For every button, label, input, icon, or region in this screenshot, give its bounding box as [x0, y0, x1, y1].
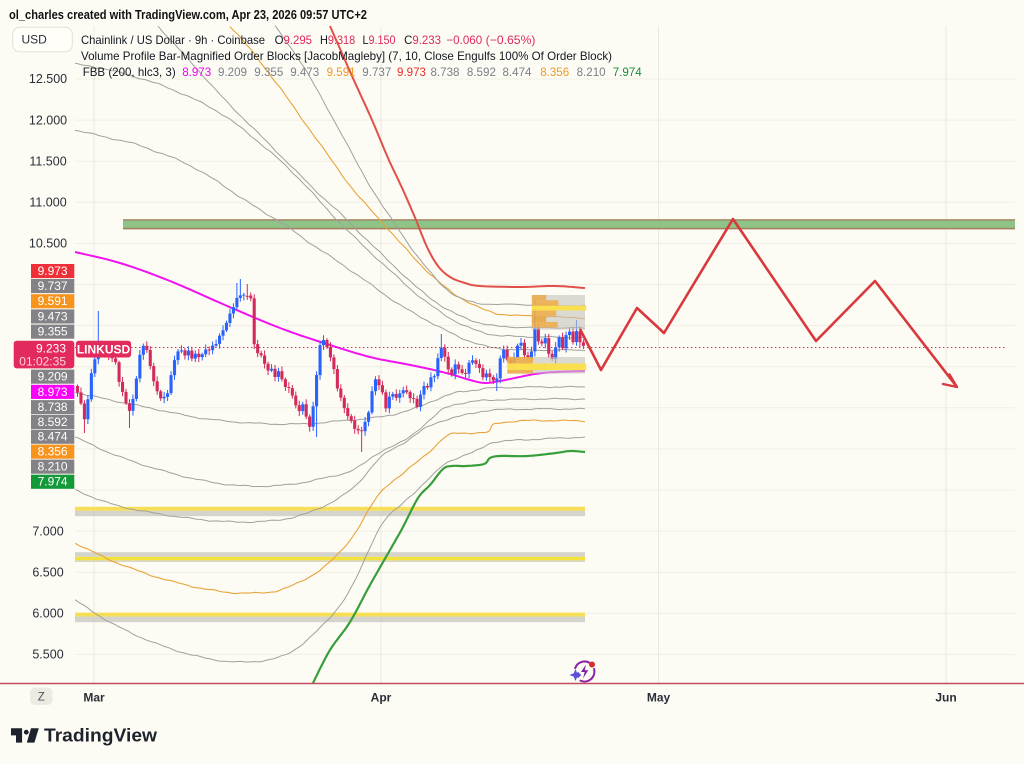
svg-text:H9.318: H9.318 — [320, 33, 355, 47]
svg-text:12.000: 12.000 — [29, 113, 67, 127]
svg-text:12.500: 12.500 — [29, 72, 67, 86]
svg-text:9.591: 9.591 — [38, 294, 68, 308]
svg-text:6.500: 6.500 — [32, 565, 63, 579]
svg-text:11.500: 11.500 — [29, 154, 66, 168]
svg-text:ol_charles created with Tradin: ol_charles created with TradingView.com,… — [9, 8, 367, 22]
svg-text:May: May — [647, 691, 671, 705]
svg-text:Apr: Apr — [371, 691, 392, 705]
svg-text:8.356: 8.356 — [38, 445, 68, 459]
svg-text:01:02:35: 01:02:35 — [19, 355, 66, 369]
svg-text:9.355: 9.355 — [38, 325, 68, 339]
svg-text:6.000: 6.000 — [32, 607, 63, 621]
svg-text:9.209: 9.209 — [38, 370, 68, 384]
svg-text:O9.295: O9.295 — [275, 33, 313, 47]
svg-text:9.973: 9.973 — [38, 264, 68, 278]
svg-text:9.591: 9.591 — [327, 65, 356, 79]
svg-text:7.974: 7.974 — [38, 475, 68, 489]
svg-text:−0.060: −0.060 — [446, 33, 482, 47]
svg-text:(−0.65%): (−0.65%) — [486, 33, 536, 47]
svg-text:9.737: 9.737 — [38, 279, 68, 293]
svg-text:8.210: 8.210 — [577, 65, 606, 79]
svg-text:L9.150: L9.150 — [363, 33, 396, 47]
svg-text:LINKUSD: LINKUSD — [77, 342, 131, 356]
svg-text:10.500: 10.500 — [29, 237, 67, 251]
svg-text:8.474: 8.474 — [38, 430, 68, 444]
svg-text:9.209: 9.209 — [218, 65, 247, 79]
svg-text:Mar: Mar — [83, 691, 105, 705]
svg-text:8.592: 8.592 — [38, 415, 68, 429]
svg-text:8.973: 8.973 — [182, 65, 211, 79]
svg-text:9.473: 9.473 — [38, 309, 68, 323]
svg-text:TradingView: TradingView — [44, 726, 158, 746]
svg-text:FBB (200, hlc3, 3): FBB (200, hlc3, 3) — [83, 65, 176, 79]
svg-text:C9.233: C9.233 — [404, 33, 441, 47]
svg-text:9.737: 9.737 — [362, 65, 391, 79]
svg-text:8.592: 8.592 — [467, 65, 496, 79]
svg-text:Z: Z — [38, 692, 45, 704]
svg-text:8.738: 8.738 — [431, 65, 460, 79]
svg-text:Volume Profile Bar-Magnified O: Volume Profile Bar-Magnified Order Block… — [81, 49, 612, 63]
svg-text:9.355: 9.355 — [254, 65, 283, 79]
svg-text:8.474: 8.474 — [503, 65, 532, 79]
svg-text:Chainlink / US Dollar · 9h · C: Chainlink / US Dollar · 9h · Coinbase — [81, 33, 265, 47]
svg-text:Jun: Jun — [935, 691, 956, 705]
svg-text:8.973: 8.973 — [38, 385, 68, 399]
svg-text:9.473: 9.473 — [290, 65, 319, 79]
svg-text:11.000: 11.000 — [29, 196, 66, 210]
svg-text:USD: USD — [22, 33, 48, 47]
svg-text:9.233: 9.233 — [36, 341, 66, 355]
svg-text:8.210: 8.210 — [38, 460, 68, 474]
svg-text:8.356: 8.356 — [540, 65, 569, 79]
svg-text:9.973: 9.973 — [397, 65, 426, 79]
svg-text:7.000: 7.000 — [32, 524, 63, 538]
svg-text:7.974: 7.974 — [613, 65, 642, 79]
svg-text:8.738: 8.738 — [38, 400, 68, 414]
svg-text:5.500: 5.500 — [32, 648, 63, 662]
